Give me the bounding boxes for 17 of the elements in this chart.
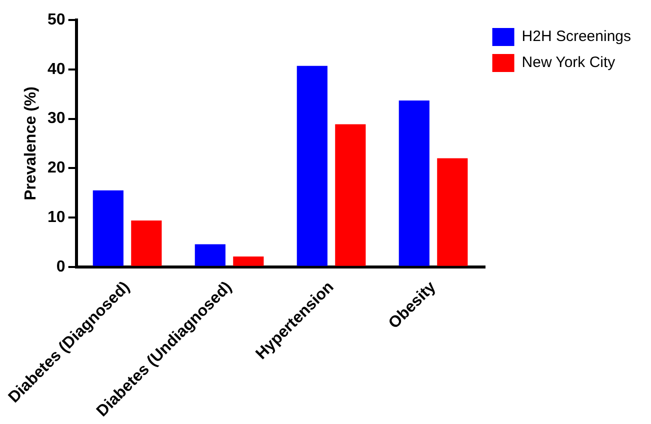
bar [233,256,264,266]
y-tick-label: 50 [48,11,66,28]
bar [194,244,226,266]
bar [398,100,430,266]
bar [92,190,124,266]
y-tick-label: 30 [48,110,66,128]
bar [131,220,162,266]
legend-label: H2H Screenings [522,28,631,46]
y-tick-label: 20 [48,160,66,177]
y-tick-label: 0 [56,258,66,276]
bar [437,158,468,266]
bar [335,124,366,266]
y-axis-title: Prevalence (%) [22,86,40,200]
y-tick-label: 40 [48,60,66,78]
y-tick-label: 10 [48,208,66,226]
bar [296,66,328,266]
legend-label: New York City [522,54,616,72]
